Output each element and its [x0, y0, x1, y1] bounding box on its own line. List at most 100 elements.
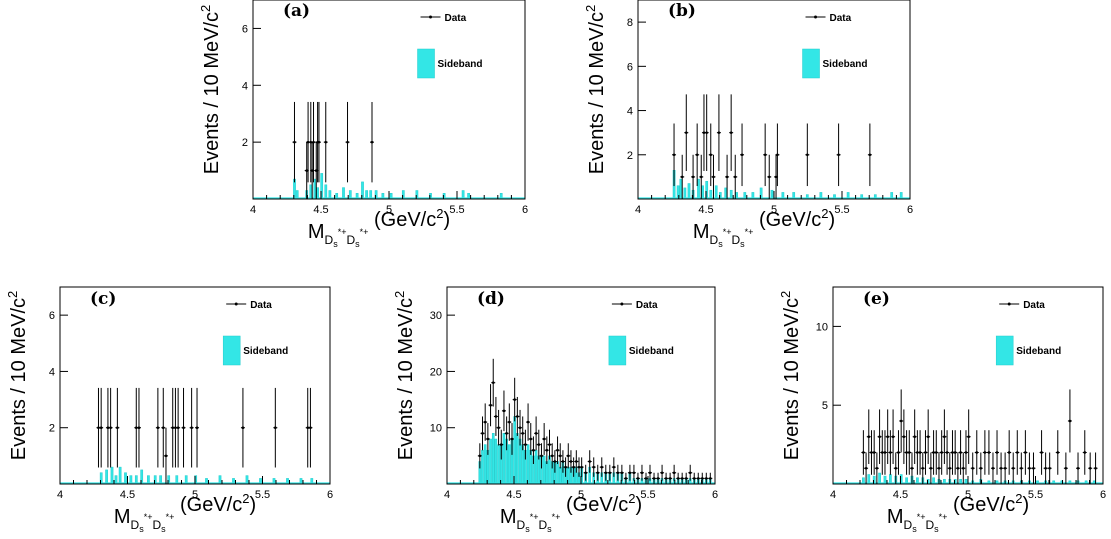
data-point — [696, 477, 700, 480]
data-point — [1094, 466, 1097, 470]
legend-sideband-label: Sideband — [629, 346, 674, 357]
data-point — [953, 451, 957, 454]
data-point — [668, 477, 672, 480]
data-point — [940, 451, 943, 454]
data-point — [241, 426, 245, 430]
data-point — [1076, 466, 1080, 470]
x-tick-label: 4 — [830, 489, 836, 501]
data-point — [542, 437, 546, 441]
data-point — [907, 451, 911, 454]
data-point — [505, 432, 508, 435]
sideband-bar — [697, 178, 700, 200]
data-point — [596, 471, 600, 475]
data-point — [190, 426, 193, 430]
data-point — [937, 466, 941, 470]
sideband-bar — [118, 466, 122, 485]
data-points — [861, 389, 1098, 484]
data-point — [880, 451, 884, 454]
data-point — [532, 448, 535, 452]
data-point — [1044, 466, 1047, 470]
sideband-bar — [105, 469, 108, 485]
data-point — [886, 435, 889, 439]
data-point — [346, 140, 349, 144]
legend-data-label: Data — [445, 13, 467, 24]
data-point — [575, 460, 578, 463]
data-point — [1056, 451, 1060, 454]
x-tick-label: 5 — [965, 489, 971, 501]
legend-data-marker-dot — [814, 15, 818, 19]
data-point — [894, 466, 898, 470]
panel-b: 4 4.5 5 5.5 6 2 4 6 8 (b) Data Sideband Events / 10 … — [583, 0, 913, 249]
data-point — [995, 451, 999, 454]
data-point — [868, 153, 872, 157]
data-point — [867, 435, 871, 439]
data-point — [584, 471, 587, 475]
data-point — [502, 409, 506, 413]
sideband-bar — [534, 449, 538, 485]
data-point — [592, 465, 596, 469]
data-point — [632, 471, 636, 475]
panel-label: (d) — [477, 289, 505, 309]
data-point — [1083, 451, 1087, 454]
panel-a: 4 4.5 5 5.5 6 2 4 6 (a) Data Sideband Events / 10 M… — [198, 0, 528, 249]
data-point — [916, 451, 919, 454]
data-point — [608, 471, 612, 475]
sideband-bar — [497, 444, 500, 485]
data-point — [1028, 466, 1031, 470]
data-point — [1032, 466, 1035, 470]
data-point — [712, 175, 715, 179]
x-tick-label: 5.5 — [834, 204, 849, 216]
data-point — [644, 477, 648, 480]
data-point — [983, 451, 987, 454]
panel-c: 4 4.5 5 5.5 6 2 4 6 (c) Data Sideband Events / 10 M… — [5, 286, 333, 534]
legend-data-marker-dot — [1007, 302, 1011, 306]
x-tick-label: 4.5 — [313, 204, 328, 216]
data-point — [489, 403, 492, 407]
legend-sideband-swatch — [802, 48, 820, 79]
data-point — [902, 435, 906, 439]
data-point — [692, 477, 696, 480]
data-point — [529, 437, 533, 441]
data-point — [636, 477, 640, 480]
data-point — [524, 443, 527, 446]
y-axis-label: Events / 10 MeV/c2 — [583, 5, 608, 175]
x-tick-label: 6 — [522, 204, 528, 216]
data-point — [174, 426, 177, 430]
data-points — [96, 387, 313, 484]
sideband-bar — [518, 438, 522, 485]
sideband-bar — [502, 433, 506, 485]
data-point — [306, 140, 310, 144]
y-tick-label: 8 — [627, 17, 633, 29]
data-point — [964, 451, 968, 454]
data-point — [312, 140, 315, 144]
data-point — [774, 175, 778, 179]
data-point — [918, 451, 922, 454]
data-point — [109, 426, 112, 430]
y-tick-label: 10 — [816, 321, 828, 333]
sideband-bar — [687, 183, 691, 200]
sideband-bar — [313, 178, 317, 200]
data-point — [702, 131, 706, 134]
data-point — [116, 426, 119, 430]
x-tick-label: 4.5 — [506, 489, 521, 501]
data-point — [932, 451, 935, 454]
data-point — [878, 435, 881, 439]
x-tick-label: 4.5 — [120, 489, 135, 501]
data-point — [628, 471, 632, 475]
data-point — [324, 140, 328, 144]
x-axis-label: MDs*+Ds*+ (GeV/c2) — [500, 491, 642, 534]
legend-sideband-swatch — [995, 335, 1014, 366]
sideband-bar — [489, 438, 492, 485]
data-points — [292, 101, 374, 199]
sideband-bar — [542, 455, 546, 485]
y-tick-label: 4 — [49, 366, 55, 378]
legend: Data Sideband — [995, 300, 1061, 366]
data-point — [961, 466, 965, 470]
sideband-bar — [494, 438, 498, 485]
data-point — [588, 460, 592, 463]
data-point — [924, 451, 927, 454]
data-point — [899, 419, 903, 423]
data-point — [905, 451, 908, 454]
data-point — [1040, 451, 1043, 454]
data-point — [956, 466, 960, 470]
